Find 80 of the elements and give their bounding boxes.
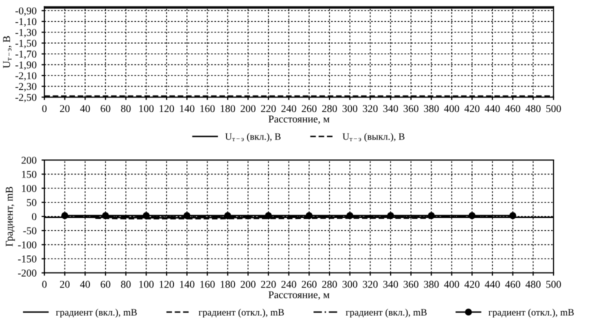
y-tick-label: -2,10 [15, 72, 36, 81]
x-tick-label: 420 [464, 280, 480, 288]
x-tick-label: 320 [362, 105, 378, 112]
x-tick-label: 0 [42, 280, 47, 288]
y-tick-label: -1,50 [15, 40, 36, 48]
y-tick-label: -200 [18, 270, 36, 277]
y-tick-label: -1,70 [15, 50, 36, 60]
legend-label: градиент (откл.), mВ [488, 308, 574, 318]
x-tick-label: 180 [220, 105, 236, 112]
x-tick-label: 260 [302, 105, 317, 112]
y-tick-label: -0,90 [15, 7, 36, 16]
y-tick-label: 200 [22, 156, 36, 164]
x-tick-label: 320 [362, 280, 378, 288]
y-tick-label: -1,30 [15, 28, 36, 38]
y-tick-label: -100 [18, 241, 36, 248]
x-tick-label: 500 [546, 105, 561, 112]
x-tick-label: 200 [240, 105, 256, 112]
x-tick-label: 20 [60, 280, 70, 288]
x-axis-title: Расстояние, м [268, 116, 330, 124]
x-tick-label: 220 [261, 105, 276, 112]
x-axis-title: Расстояние, м [268, 291, 330, 300]
x-tick-label: 420 [464, 105, 480, 112]
x-tick-label: 40 [80, 105, 90, 112]
x-tick-label: 200 [240, 280, 256, 288]
x-tick-label: 300 [342, 105, 358, 112]
x-tick-label: 120 [160, 280, 174, 288]
x-tick-label: 280 [322, 105, 337, 112]
x-tick-label: 400 [444, 105, 460, 112]
y-tick-label: -150 [18, 255, 36, 262]
x-tick-label: 260 [302, 280, 317, 288]
legend-label: градиент (откл.), mВ [198, 308, 284, 318]
x-tick-label: 60 [100, 280, 110, 288]
x-tick-label: 360 [404, 105, 418, 112]
x-tick-label: 360 [404, 280, 418, 288]
x-tick-label: 180 [220, 280, 236, 288]
x-tick-label: 480 [526, 105, 541, 112]
x-tick-label: 100 [139, 105, 154, 112]
legend-label: U$_{т−э}$ (выкл.), В [342, 132, 404, 142]
legend-label: градиент (вкл.), mВ [346, 308, 427, 318]
x-tick-label: 440 [484, 105, 500, 112]
x-tick-label: 160 [200, 280, 215, 288]
y-axis-title: Градиент, mВ [6, 186, 15, 246]
x-tick-label: 500 [546, 280, 561, 288]
y-tick-label: -2,50 [15, 94, 36, 102]
x-tick-label: 380 [424, 105, 439, 112]
x-tick-label: 220 [261, 280, 276, 288]
x-tick-label: 300 [342, 280, 358, 288]
x-tick-label: 380 [424, 280, 439, 288]
x-tick-label: 460 [505, 105, 520, 112]
x-tick-label: 240 [281, 105, 296, 112]
x-tick-label: 20 [60, 105, 70, 112]
y-axis-title: U$_{т−э}$, В [3, 36, 12, 68]
x-tick-label: 340 [383, 280, 398, 288]
legend-label: градиент (вкл.), mВ [56, 308, 137, 318]
y-tick-label: -2,30 [15, 83, 36, 92]
x-tick-label: 80 [121, 280, 131, 288]
x-tick-label: 480 [526, 280, 541, 288]
x-tick-label: 140 [180, 280, 194, 288]
y-tick-label: 50 [26, 199, 36, 206]
x-tick-label: 60 [100, 105, 110, 112]
x-tick-label: 100 [139, 280, 154, 288]
x-tick-label: 460 [505, 280, 520, 288]
y-tick-label: -1,90 [15, 61, 36, 70]
x-tick-label: 240 [281, 280, 296, 288]
y-tick-label: 150 [22, 170, 36, 178]
y-tick-label: 100 [22, 184, 36, 192]
x-tick-label: 0 [42, 105, 47, 112]
y-tick-label: -50 [23, 227, 36, 234]
x-tick-label: 400 [444, 280, 460, 288]
x-tick-label: 160 [200, 105, 215, 112]
x-tick-label: 80 [121, 105, 131, 112]
legend-label: U$_{т−э}$ (вкл.), В [225, 132, 281, 142]
x-tick-label: 140 [180, 105, 194, 112]
x-tick-label: 280 [322, 280, 337, 288]
x-tick-label: 40 [80, 280, 90, 288]
y-tick-label: 0 [32, 213, 36, 220]
x-tick-label: 440 [484, 280, 500, 288]
x-tick-label: 120 [160, 105, 174, 112]
y-tick-label: -1,10 [15, 18, 36, 27]
x-tick-label: 340 [383, 105, 398, 112]
